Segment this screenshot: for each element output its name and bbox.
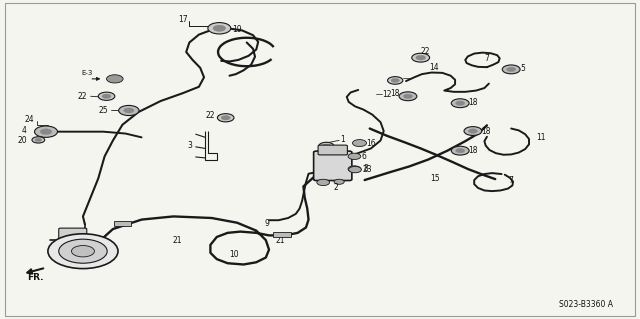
Text: 8: 8 [364, 165, 368, 174]
Text: 12: 12 [383, 90, 392, 99]
Text: 2: 2 [333, 183, 339, 192]
Circle shape [451, 99, 469, 108]
Bar [273, 232, 291, 237]
Circle shape [102, 94, 111, 99]
Circle shape [99, 92, 115, 100]
Circle shape [118, 105, 139, 115]
Bar [113, 221, 131, 226]
Circle shape [456, 148, 465, 153]
Text: 22: 22 [420, 48, 430, 56]
Text: E-3: E-3 [81, 70, 93, 76]
Circle shape [456, 101, 465, 105]
Circle shape [348, 153, 361, 160]
Text: 19: 19 [232, 25, 242, 34]
Text: 6: 6 [362, 152, 366, 161]
Circle shape [72, 246, 95, 257]
Circle shape [388, 77, 403, 84]
Circle shape [348, 166, 361, 172]
Circle shape [391, 78, 399, 83]
Circle shape [59, 239, 107, 263]
Text: 23: 23 [362, 165, 372, 174]
Circle shape [48, 234, 118, 269]
Text: 5: 5 [520, 64, 525, 73]
Text: 18: 18 [468, 146, 477, 155]
Text: 25: 25 [99, 106, 108, 115]
Circle shape [35, 126, 58, 137]
Text: 4: 4 [22, 126, 27, 135]
Circle shape [319, 142, 334, 150]
Circle shape [353, 140, 367, 146]
Circle shape [507, 67, 516, 71]
Text: 22: 22 [206, 111, 216, 120]
Circle shape [399, 92, 417, 101]
Circle shape [213, 25, 226, 31]
Text: 21: 21 [275, 236, 285, 245]
Text: 18: 18 [468, 98, 477, 107]
FancyBboxPatch shape [59, 228, 87, 248]
Text: 3: 3 [188, 141, 193, 150]
Text: 17: 17 [178, 15, 188, 24]
Text: 18: 18 [481, 127, 491, 136]
Text: 7: 7 [484, 55, 489, 63]
Text: FR.: FR. [27, 273, 44, 282]
Circle shape [106, 75, 123, 83]
Text: 11: 11 [537, 133, 546, 142]
Circle shape [416, 55, 426, 60]
Circle shape [32, 137, 45, 143]
Circle shape [221, 115, 230, 120]
Circle shape [208, 23, 231, 34]
Circle shape [349, 167, 362, 173]
Text: 7: 7 [508, 175, 513, 185]
Text: 18: 18 [390, 89, 399, 98]
Circle shape [334, 179, 344, 184]
Text: S023-B3360 A: S023-B3360 A [559, 300, 613, 309]
Circle shape [40, 129, 52, 135]
Circle shape [468, 129, 477, 133]
Circle shape [218, 114, 234, 122]
Text: 15: 15 [430, 174, 440, 183]
FancyBboxPatch shape [314, 151, 352, 181]
Text: 22: 22 [78, 92, 88, 101]
Circle shape [403, 94, 412, 99]
Circle shape [502, 65, 520, 74]
Circle shape [317, 179, 330, 186]
Text: 9: 9 [264, 219, 269, 228]
Circle shape [412, 53, 429, 62]
Circle shape [124, 108, 134, 113]
Text: 20: 20 [17, 136, 27, 145]
Circle shape [451, 146, 469, 155]
Text: 24: 24 [25, 115, 35, 123]
Circle shape [35, 138, 42, 142]
Circle shape [322, 144, 331, 148]
FancyBboxPatch shape [318, 145, 348, 155]
Text: 14: 14 [429, 63, 439, 72]
Text: 1: 1 [340, 135, 345, 144]
Circle shape [464, 127, 482, 136]
Text: 21: 21 [172, 236, 182, 245]
Text: 16: 16 [366, 138, 376, 148]
Text: 10: 10 [229, 250, 239, 259]
